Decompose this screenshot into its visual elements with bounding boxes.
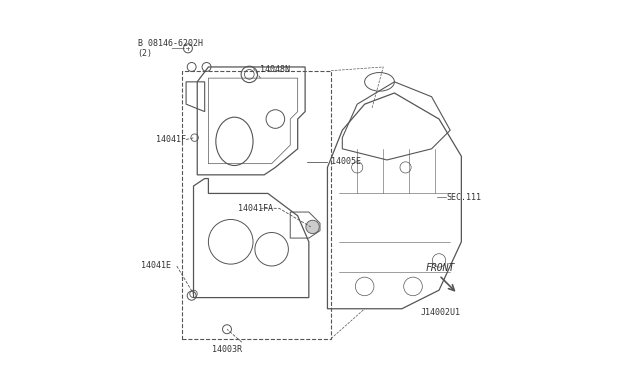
Text: 14048N: 14048N (260, 65, 291, 74)
Text: 14003R: 14003R (212, 345, 242, 354)
Text: FRONT: FRONT (426, 263, 456, 273)
Text: 14041FA: 14041FA (238, 204, 273, 213)
Text: SEC.111: SEC.111 (447, 193, 481, 202)
Text: B 08146-6202H
(2): B 08146-6202H (2) (138, 39, 203, 58)
Text: 14005E: 14005E (331, 157, 361, 166)
Text: 14041F: 14041F (156, 135, 186, 144)
Text: J14002U1: J14002U1 (420, 308, 460, 317)
Circle shape (306, 220, 319, 234)
Text: 14041E: 14041E (141, 262, 172, 270)
